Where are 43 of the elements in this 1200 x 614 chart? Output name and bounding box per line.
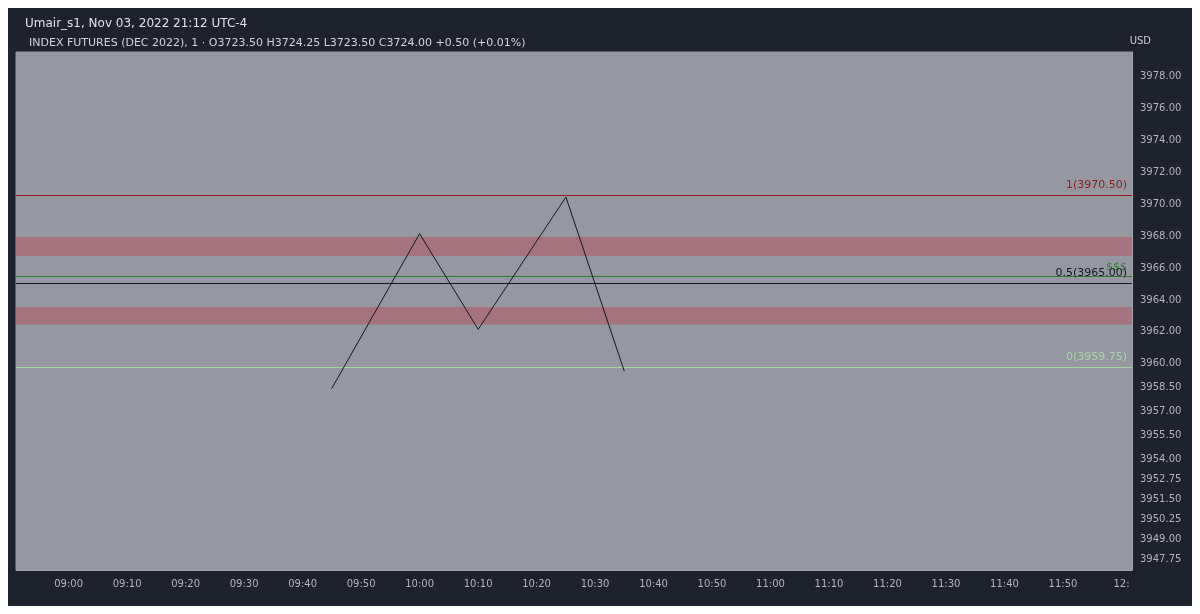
y-tick-label: 3957.00 bbox=[1140, 405, 1182, 417]
x-tick-label: 12: bbox=[1113, 577, 1130, 589]
y-tick-label: 3978.00 bbox=[1140, 70, 1182, 82]
y-tick-label: 3970.00 bbox=[1140, 197, 1182, 209]
y-tick-label: 3949.00 bbox=[1140, 532, 1182, 544]
x-tick-label: 10:40 bbox=[639, 577, 668, 589]
x-tick-label: 09:10 bbox=[112, 577, 142, 589]
y-tick-label: 3968.00 bbox=[1140, 229, 1182, 241]
x-tick-label: 11:10 bbox=[814, 577, 844, 589]
y-tick-label: 3972.00 bbox=[1140, 166, 1182, 178]
y-tick-label: 3958.50 bbox=[1140, 381, 1182, 393]
chart-title: Umair_s1, Nov 03, 2022 21:12 UTC-4 bbox=[25, 16, 248, 30]
x-tick-label: 10:00 bbox=[405, 577, 434, 589]
x-tick-label: 11:50 bbox=[1048, 577, 1078, 589]
y-tick-label: 3966.00 bbox=[1140, 261, 1182, 273]
ref-line-label: 1(3970.50) bbox=[1065, 178, 1127, 192]
y-tick-label: 3955.50 bbox=[1140, 429, 1182, 441]
y-tick-label: 3947.75 bbox=[1140, 552, 1182, 564]
y-tick-label: 3954.00 bbox=[1140, 452, 1182, 464]
y-tick-label: 3964.00 bbox=[1140, 293, 1182, 305]
y-tick-label: 3952.75 bbox=[1140, 472, 1182, 484]
x-tick-label: 09:30 bbox=[229, 577, 259, 589]
x-tick-label: 09:40 bbox=[288, 577, 318, 589]
chart-subtitle: INDEX FUTURES (DEC 2022), 1 · O3723.50 H3724.25 L3723.50 C3724.00 +0.50 (+0.01%) bbox=[29, 36, 526, 49]
x-tick-label: 10:20 bbox=[522, 577, 551, 589]
x-tick-label: 11:00 bbox=[756, 577, 785, 589]
x-tick-label: 10:10 bbox=[463, 577, 493, 589]
y-tick-label: 3960.00 bbox=[1140, 357, 1182, 369]
y-tick-label: 3950.25 bbox=[1140, 512, 1182, 524]
y-axis-title: USD bbox=[1129, 34, 1152, 46]
ref-line-label: 0(3959.75) bbox=[1065, 349, 1127, 363]
x-tick-label: 11:20 bbox=[873, 577, 902, 589]
x-tick-label: 09:20 bbox=[171, 577, 201, 589]
x-tick-label: 11:40 bbox=[990, 577, 1019, 589]
x-tick-label: 09:50 bbox=[346, 577, 376, 589]
x-tick-label: 11:30 bbox=[931, 577, 961, 589]
x-tick-label: 10:30 bbox=[580, 577, 610, 589]
x-tick-label: 10:50 bbox=[697, 577, 727, 589]
y-tick-label: 3974.00 bbox=[1140, 134, 1182, 146]
x-tick-label: 09:00 bbox=[54, 577, 84, 589]
y-tick-label: 3962.00 bbox=[1140, 325, 1182, 337]
y-tick-label: 3951.50 bbox=[1140, 492, 1182, 504]
y-tick-label: 3976.00 bbox=[1140, 102, 1182, 114]
